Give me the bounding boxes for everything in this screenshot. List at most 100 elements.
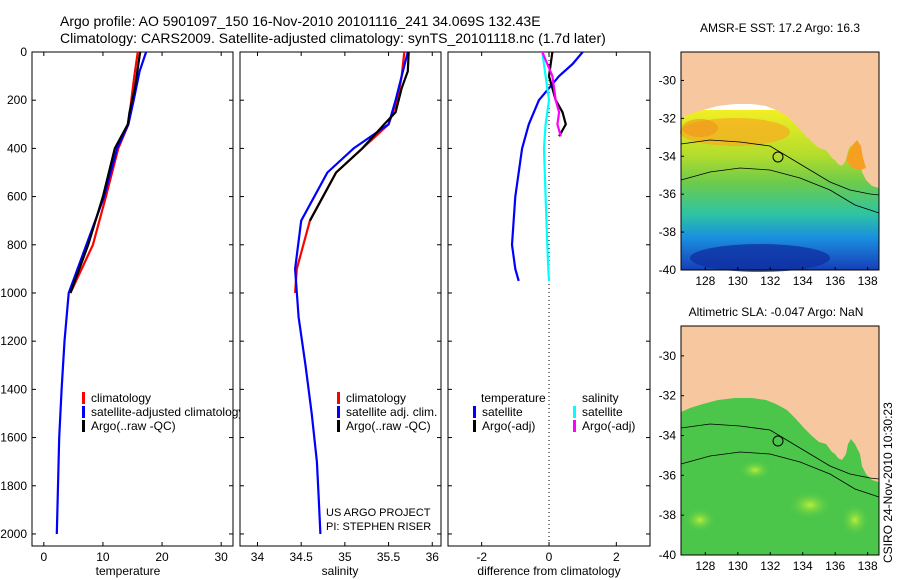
sst-contour-slope: [680, 167, 880, 214]
series-line-salinity-argo-adj: [541, 52, 562, 137]
project-credit: US ARGO PROJECT: [326, 507, 431, 519]
sla-anomaly-blob: [739, 460, 771, 480]
y-tick-label: 200: [7, 93, 27, 107]
map-x-tick-label: 128: [695, 559, 715, 573]
y-tick-label: 400: [7, 141, 27, 155]
series-line-satellite-adjusted-climatology: [55, 52, 148, 535]
y-tick-label: 1800: [0, 479, 27, 493]
sla-anomaly-blob: [788, 491, 832, 519]
temperature-series: [55, 52, 148, 535]
series-line-temperature-satellite: [510, 52, 584, 282]
map-y-tick-label: -40: [659, 548, 677, 562]
x-tick-label: 0: [40, 550, 47, 564]
difference-ticks: -2 0 2: [448, 51, 650, 564]
sst-argo-marker: [772, 151, 784, 163]
sla-contour-slope: [680, 451, 880, 498]
sst-map-title: AMSR-E SST: 17.2 Argo: 16.3: [700, 21, 860, 35]
x-tick-label: 34: [251, 550, 265, 564]
map-x-tick-label: 138: [858, 559, 878, 573]
map-y-tick-label: -30: [659, 73, 677, 87]
map-y-tick-label: -38: [659, 508, 677, 522]
legend-swatch-temp-satellite: [473, 406, 476, 418]
map-y-tick-label: -32: [659, 111, 677, 125]
csiro-timestamp: CSIRO 24-Nov-2010 10:30:23: [881, 402, 895, 563]
difference-series: [510, 52, 584, 282]
y-tick-label: 800: [7, 238, 27, 252]
map-x-tick-label: 128: [695, 274, 715, 288]
difference-axes-box: [447, 51, 651, 547]
salinity-ticks: 34 34.5 35 35.5 36: [240, 51, 441, 564]
legend-label-satellite: satellite adj. clim.: [346, 405, 437, 419]
x-tick-label: 0: [546, 550, 553, 564]
legend-swatch-argo: [82, 420, 85, 432]
map-y-tick-label: -34: [659, 429, 677, 443]
temperature-panel: 0 10 20 30 0 200 400 600 800 1000 1200 1400 1600 1800…: [0, 45, 244, 578]
legend-swatch-satellite: [337, 406, 340, 418]
temperature-axes-box: [31, 51, 234, 547]
sla-anomaly-blob: [841, 504, 869, 536]
map-x-tick-label: 130: [728, 559, 748, 573]
legend-label-temp-argo: Argo(-adj): [482, 419, 535, 433]
series-line-salinity-satellite: [541, 52, 551, 281]
legend-group-temperature: temperature: [481, 391, 546, 405]
sst-gulf-warm: [846, 140, 866, 170]
legend-swatch-satellite: [82, 406, 85, 418]
x-tick-label: 20: [155, 550, 169, 564]
temperature-xlabel: temperature: [96, 564, 161, 578]
series-line-argo-raw-qc: [308, 52, 410, 222]
sst-map-ticks: 128 130 132 134 136 138 -30 -32 -34 -36 -38 -40: [659, 73, 878, 288]
sst-map-land: [681, 52, 879, 188]
map-x-tick-label: 132: [760, 559, 780, 573]
y-tick-label: 1000: [0, 286, 27, 300]
x-tick-label: 34.5: [289, 550, 313, 564]
sla-map-ticks: 128 130 132 134 136 138 -30 -32 -34 -36 -38 -40: [659, 349, 878, 573]
difference-panel: -2 0 2 difference from climatology tempera…: [447, 51, 651, 578]
salinity-panel: 34 34.5 35 35.5 36 salinity climatology sate…: [239, 51, 442, 578]
sst-map-frame: [680, 51, 880, 271]
legend-swatch-climatology: [337, 392, 340, 404]
difference-xlabel: difference from climatology: [477, 564, 620, 578]
legend-label-sal-argo: Argo(-adj): [582, 419, 635, 433]
legend-label-sal-satellite: satellite: [582, 405, 623, 419]
sla-contour-shelf: [680, 423, 880, 480]
x-tick-label: 10: [96, 550, 110, 564]
pi-credit: PI: STEPHEN RISER: [326, 521, 431, 533]
x-tick-label: 36: [426, 550, 440, 564]
legend-label-climatology: climatology: [346, 391, 406, 405]
sla-argo-marker: [772, 435, 784, 447]
legend-swatch-sal-satellite: [573, 406, 576, 418]
legend-label-temp-satellite: satellite: [482, 405, 523, 419]
x-tick-label: -2: [476, 550, 487, 564]
map-x-tick-label: 136: [825, 559, 845, 573]
x-tick-label: 35: [338, 550, 352, 564]
y-tick-label: 600: [7, 190, 27, 204]
series-line-satellite-adj-clim: [294, 52, 409, 535]
map-y-tick-label: -38: [659, 225, 677, 239]
map-x-tick-label: 130: [728, 274, 748, 288]
legend-label-argo: Argo(..raw -QC): [346, 419, 431, 433]
y-tick-label: 0: [20, 45, 27, 59]
map-x-tick-label: 132: [760, 274, 780, 288]
difference-legend: temperature satellite Argo(-adj) salinit…: [473, 391, 635, 433]
sst-contour-shelf: [680, 139, 880, 196]
x-tick-label: 30: [214, 550, 228, 564]
sst-map-panel: AMSR-E SST: 17.2 Argo: 16.3 128 130 132 134…: [659, 21, 880, 288]
legend-group-salinity: salinity: [582, 391, 619, 405]
y-tick-label: 2000: [0, 527, 27, 541]
legend-swatch-temp-argo: [473, 420, 476, 432]
map-x-tick-label: 134: [793, 274, 813, 288]
temperature-legend: climatology satellite-adjusted climatolo…: [82, 391, 244, 433]
x-tick-label: 35.5: [377, 550, 401, 564]
sla-map-panel: Altimetric SLA: -0.047 Argo: NaN 128 130 1…: [659, 305, 880, 573]
legend-label-satellite: satellite-adjusted climatology: [91, 405, 244, 419]
y-tick-label: 1400: [0, 382, 27, 396]
map-y-tick-label: -40: [659, 263, 677, 277]
y-tick-label: 1200: [0, 334, 27, 348]
map-y-tick-label: -36: [659, 187, 677, 201]
map-x-tick-label: 134: [793, 559, 813, 573]
sla-map-title: Altimetric SLA: -0.047 Argo: NaN: [689, 305, 864, 319]
salinity-series: [294, 52, 410, 535]
legend-swatch-climatology: [82, 392, 85, 404]
map-y-tick-label: -36: [659, 468, 677, 482]
